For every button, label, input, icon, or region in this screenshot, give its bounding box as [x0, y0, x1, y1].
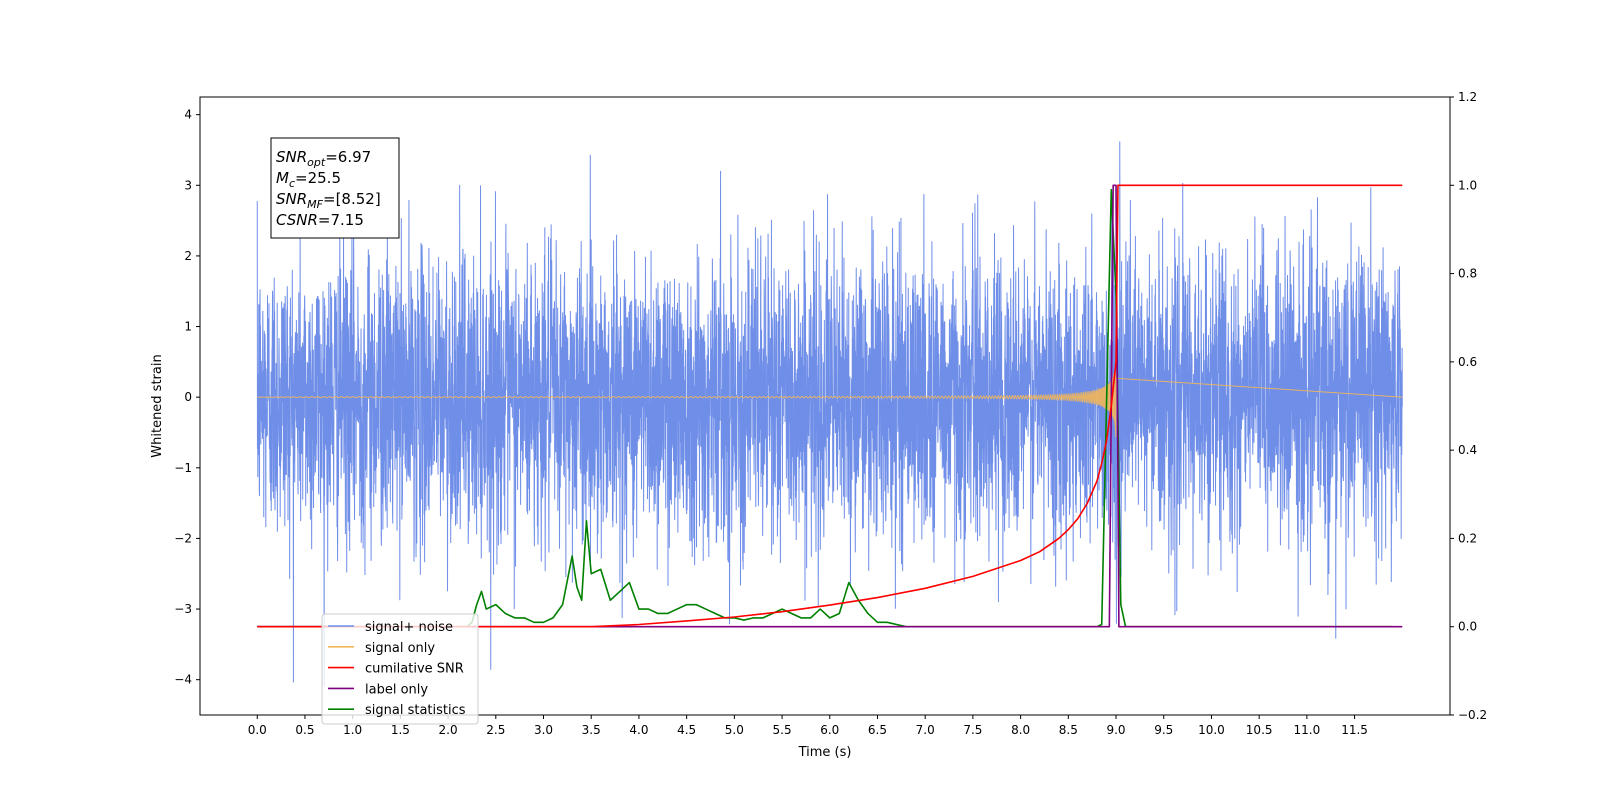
- legend: signal+ noise signal only cumilative SNR la…: [321, 613, 479, 725]
- x-tick-label: 7.5: [963, 723, 982, 737]
- annotation-subscript: c: [289, 177, 295, 190]
- y2-tick-label: 0.0: [1458, 620, 1477, 634]
- y-tick-label: 1: [184, 320, 192, 334]
- annotation-subscript: opt: [307, 156, 326, 169]
- axes-frame: [199, 96, 1451, 716]
- legend-entry-label: label only: [365, 682, 428, 697]
- series-signal-statistics: [257, 188, 1393, 628]
- x-tick-label: 3.0: [534, 723, 553, 737]
- annotation-symbol: CSNR: [276, 211, 318, 229]
- y2-tick-label: 0.2: [1458, 531, 1477, 545]
- series-signal-only: [257, 361, 1403, 438]
- x-tick-label: 5.5: [773, 723, 792, 737]
- x-tick-label: 6.0: [820, 723, 839, 737]
- y-tick-label: 0: [184, 390, 192, 404]
- annotation-frame: [270, 137, 400, 239]
- y-tick-label: −3: [174, 602, 192, 616]
- x-tick-label: 9.0: [1106, 723, 1125, 737]
- series-label-only: [257, 184, 1403, 628]
- x-tick-label: 8.5: [1059, 723, 1078, 737]
- y2-tick-label: 1.2: [1458, 90, 1477, 104]
- x-tick-label: 2.0: [439, 723, 458, 737]
- x-tick-label: 8.0: [1011, 723, 1030, 737]
- annotation-value: =[8.52]: [323, 190, 381, 208]
- x-axis: 0.0 0.5 1.0 1.5 2.0 2.5 3.0 3.5 4.0 4.5 5.0 5.5 6.0 6…: [248, 715, 1368, 737]
- annotation-symbol: M: [276, 169, 289, 187]
- annotation-value: =25.5: [295, 169, 341, 187]
- x-tick-label: 0.0: [248, 723, 267, 737]
- y-axis-right: −0.2 0.0 0.2 0.4 0.6 0.8 1.0 1.2: [1450, 90, 1487, 722]
- annotation-subscript: MF: [307, 198, 323, 211]
- y-axis-label: Whitened strain: [150, 354, 165, 457]
- annotation-symbol: SNR: [276, 148, 307, 166]
- x-tick-label: 9.5: [1154, 723, 1173, 737]
- y-tick-label: 3: [184, 178, 192, 192]
- x-tick-label: 1.0: [343, 723, 362, 737]
- annotation-line: SNRopt=6.97: [276, 148, 371, 169]
- x-tick-label: 11.5: [1341, 723, 1368, 737]
- annotation-value: =6.97: [325, 148, 371, 166]
- y-tick-label: −2: [174, 531, 192, 545]
- x-tick-label: 5.0: [725, 723, 744, 737]
- y-tick-label: 2: [184, 249, 192, 263]
- legend-entry-label: cumilative SNR: [365, 662, 464, 677]
- legend-entry-label: signal only: [365, 641, 435, 656]
- legend-frame: [321, 613, 479, 725]
- annotation-line: SNRMF=[8.52]: [276, 190, 381, 211]
- y-tick-label: −1: [174, 461, 192, 475]
- x-axis-label: Time (s): [798, 745, 852, 760]
- x-tick-label: 2.5: [486, 723, 505, 737]
- legend-entry-label: signal+ noise: [365, 620, 453, 635]
- series-cumulative-snr: [257, 184, 1403, 628]
- annotation-symbol: SNR: [276, 190, 307, 208]
- x-tick-label: 3.5: [582, 723, 601, 737]
- y-axis-left: −4 −3 −2 −1 0 1 2 3 4: [174, 108, 200, 687]
- series-signal-noise: [256, 141, 1403, 687]
- y-tick-label: −4: [174, 673, 192, 687]
- x-tick-label: 4.0: [629, 723, 648, 737]
- y2-tick-label: −0.2: [1458, 708, 1487, 722]
- annotation-line: Mc=25.5: [276, 169, 341, 190]
- annotation-line: CSNR=7.15: [276, 211, 364, 229]
- x-tick-label: 6.5: [868, 723, 887, 737]
- x-tick-label: 4.5: [677, 723, 696, 737]
- y-tick-label: 4: [184, 108, 192, 122]
- x-tick-label: 0.5: [295, 723, 314, 737]
- x-tick-label: 10.0: [1198, 723, 1225, 737]
- y2-tick-label: 0.4: [1458, 443, 1477, 457]
- x-tick-label: 1.5: [391, 723, 410, 737]
- y2-tick-label: 0.8: [1458, 267, 1477, 281]
- annotation-value: =7.15: [318, 211, 364, 229]
- legend-entry-label: signal statistics: [365, 703, 466, 718]
- y2-tick-label: 1.0: [1458, 178, 1477, 192]
- x-tick-label: 10.5: [1246, 723, 1273, 737]
- x-tick-label: 7.0: [916, 723, 935, 737]
- y2-tick-label: 0.6: [1458, 355, 1477, 369]
- plot-area: [256, 141, 1403, 687]
- x-tick-label: 11.0: [1294, 723, 1321, 737]
